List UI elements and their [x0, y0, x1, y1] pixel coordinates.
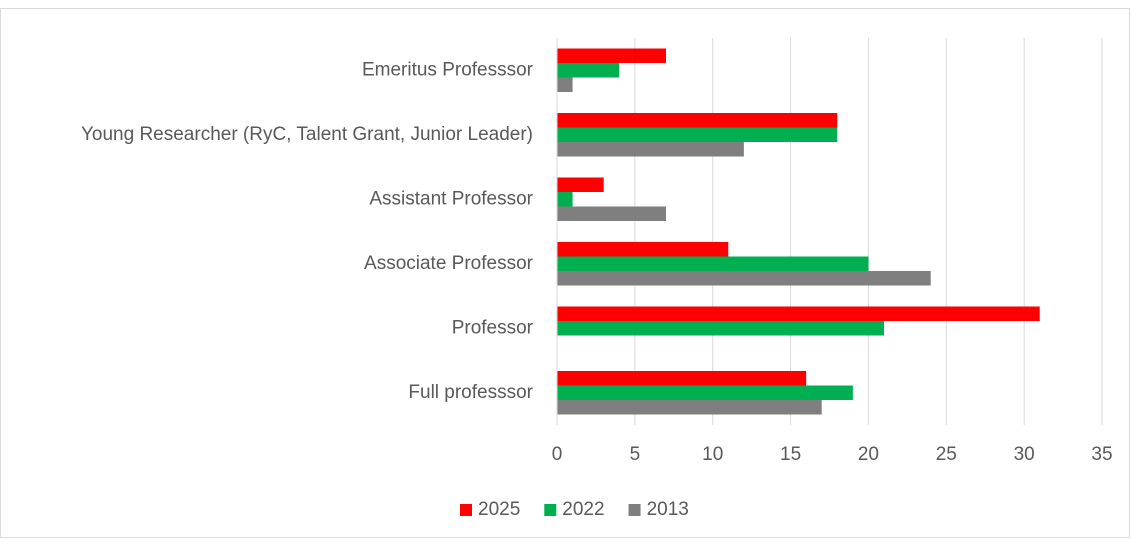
y-tick-label: Associate Professor [364, 253, 534, 274]
y-tick-label: Young Researcher (RyC, Talent Grant, Jun… [81, 124, 533, 145]
bar [557, 142, 744, 157]
chart-border [0, 8, 1130, 538]
bar [557, 385, 853, 400]
bar [557, 256, 869, 271]
bar [557, 400, 822, 415]
legend-label: 2022 [562, 499, 604, 520]
x-tick-label: 5 [630, 444, 641, 465]
bar [557, 113, 838, 128]
bar [557, 321, 884, 336]
x-tick-label: 30 [1014, 444, 1035, 465]
y-tick-label: Full professsor [408, 382, 533, 403]
legend-label: 2025 [478, 499, 520, 520]
x-tick-label: 25 [936, 444, 957, 465]
bar [557, 48, 666, 63]
bar [557, 192, 573, 207]
bar [557, 63, 620, 78]
bar [557, 371, 807, 386]
y-tick-label: Emeritus Professsor [362, 59, 534, 80]
legend-label: 2013 [647, 499, 689, 520]
x-tick-label: 10 [702, 444, 723, 465]
bar [557, 127, 838, 142]
legend-swatch [460, 504, 472, 516]
bar [557, 306, 1040, 321]
x-tick-label: 0 [552, 444, 563, 465]
bar [557, 271, 931, 286]
legend-swatch [544, 504, 557, 516]
bar [557, 177, 604, 192]
bar [557, 206, 666, 221]
bar [557, 77, 573, 92]
bar [557, 242, 729, 257]
x-tick-label: 20 [858, 444, 879, 465]
x-tick-label: 15 [780, 444, 801, 465]
y-tick-label: Professor [452, 317, 534, 338]
legend-swatch [628, 504, 641, 516]
y-tick-label: Assistant Professor [369, 188, 533, 209]
x-tick-label: 35 [1091, 444, 1112, 465]
